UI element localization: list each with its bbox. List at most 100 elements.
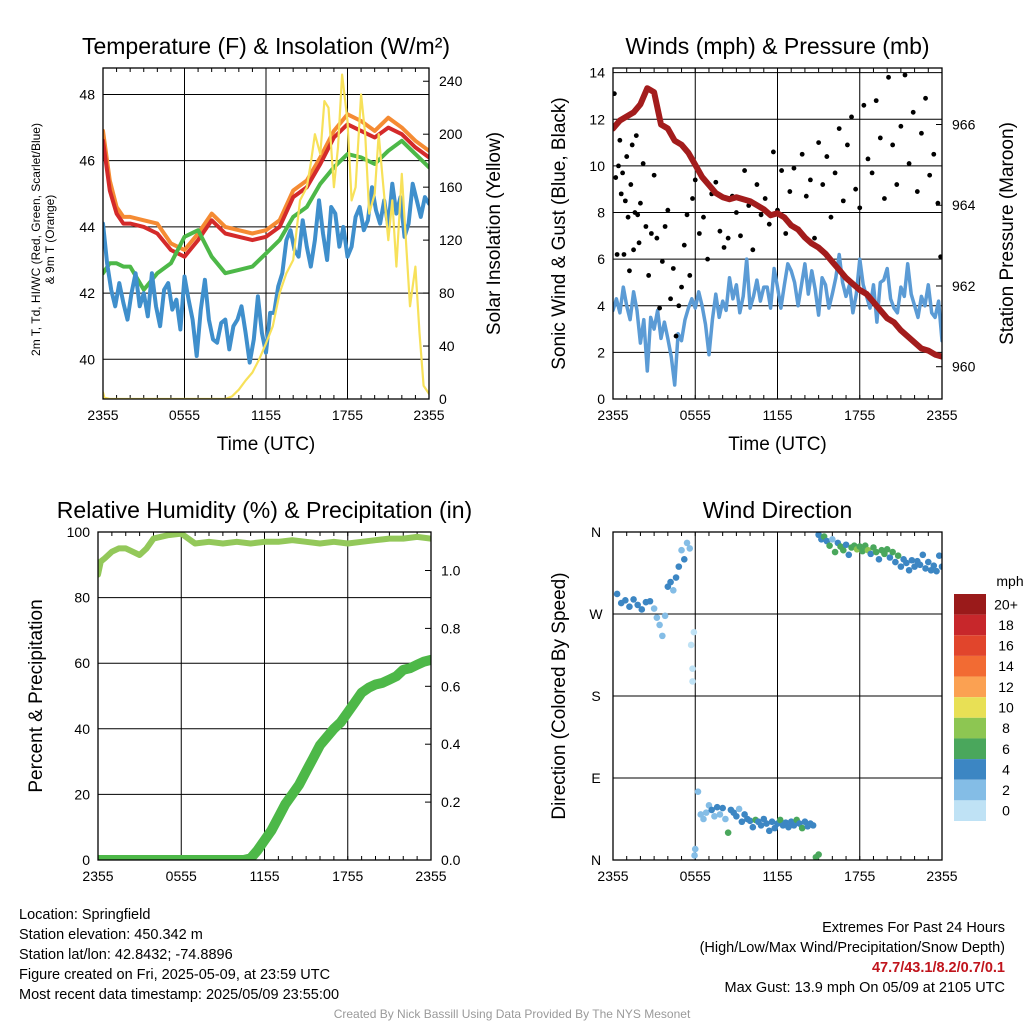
y2-tick-label: 40 [439,338,455,354]
gust-point [923,95,928,101]
gust-point [701,214,706,220]
y2-tick-label: 0.0 [441,852,461,868]
direction-point [768,818,776,826]
gust-point [882,196,887,201]
9m-t-line [103,112,429,252]
x-tick-label: 2355 [597,407,628,423]
y-tick-label: 40 [74,721,90,737]
y-tick-label: N [591,852,601,868]
gust-point [648,231,654,236]
gust-point [613,175,619,180]
sonic-wind-line [613,252,942,387]
colorbar-swatch [954,594,986,615]
direction-point [829,535,836,543]
direction-point [757,822,765,829]
y-tick-label: 8 [597,205,605,221]
direction-point [875,556,883,563]
gust-point [662,224,668,229]
direction-point [650,605,658,612]
direction-point [765,827,773,835]
direction-point [919,551,927,559]
gust-point [886,74,891,80]
location-label: Location: Springfield [19,907,151,923]
gust-point [622,198,628,204]
gust-point [690,196,695,201]
gust-point [910,109,916,115]
gust-point [853,186,859,192]
created-label: Figure created on Fri, 2025-05-09, at 23… [19,967,331,983]
gust-point [613,91,617,97]
direction-point [667,578,674,586]
direction-point [675,563,683,570]
colorbar-label: 18 [998,617,1014,633]
colorbar-label: 4 [1002,761,1010,777]
gust-point [783,231,789,236]
colorbar-label: 0 [1002,803,1010,819]
direction-point [661,612,669,620]
direction-point [680,556,688,563]
hi-wc-line [103,181,429,365]
x-tick-label: 0555 [166,868,197,884]
gust-point [816,140,822,145]
direction-point [842,541,850,549]
gust-point [676,303,682,309]
gust-point [762,196,768,201]
direction-point [735,805,743,813]
chart-title: Temperature (F) & Insolation (W/m²) [82,33,450,59]
y-tick-label: 20 [74,786,90,802]
gust-point [651,172,657,178]
direction-point [622,597,629,604]
colorbar-swatch [954,779,986,801]
y2-tick-label: 200 [439,126,463,142]
plot-area [103,73,429,399]
gust-point [919,130,924,136]
direction-point [894,552,902,559]
y2-axis-label: Solar Insolation (Yellow) [484,132,505,335]
direction-point [719,804,726,812]
y-tick-label: 44 [79,219,95,235]
direction-point [687,641,695,649]
y-tick-label: 42 [79,285,95,301]
extremes-panel: Extremes For Past 24 Hours (High/Low/Max… [700,918,1005,998]
y-axis-label: Sonic Wind & Gust (Blue, Black) [549,97,570,369]
direction-point [716,811,724,818]
gust-point [935,200,941,206]
colorbar-label: 20+ [994,596,1018,612]
x-tick-label: 1155 [762,407,792,423]
y2-tick-label: 0.2 [441,794,461,810]
y-axis-label: Direction (Colored By Speed) [549,572,570,819]
y2-tick-label: 0.4 [441,736,461,752]
y2-tick-label: 0 [439,391,447,407]
gust-point [820,182,826,187]
colorbar-swatch [954,614,986,636]
plot-area [613,532,942,860]
colorbar-swatch [954,717,986,739]
extremes-values: 47.7/43.1/8.2/0.7/0.1 [871,960,1005,976]
direction-point [700,815,707,823]
colorbar-swatch [954,800,986,821]
x-tick-label: 1155 [249,868,279,884]
gust-point [631,247,636,253]
direction-point [686,545,694,552]
direction-point [691,845,699,853]
gust-point [927,172,933,178]
direction-point [733,812,740,820]
gust-point [779,168,785,173]
colorbar-label: 2 [1002,782,1010,798]
gust-point [614,252,620,257]
gust-point [635,212,641,218]
direction-point [689,665,696,672]
x-axis-label: Time (UTC) [217,434,316,455]
gust-point [713,179,719,185]
gust-point [832,170,838,176]
gust-point [679,284,684,290]
direction-point [708,806,715,814]
gust-point [890,142,896,148]
gust-point [828,214,834,220]
direction-point [656,621,663,629]
gust-point [646,273,652,278]
x-tick-label: 2355 [413,407,444,423]
direction-point [924,558,932,566]
x-tick-label: 1755 [332,868,363,884]
